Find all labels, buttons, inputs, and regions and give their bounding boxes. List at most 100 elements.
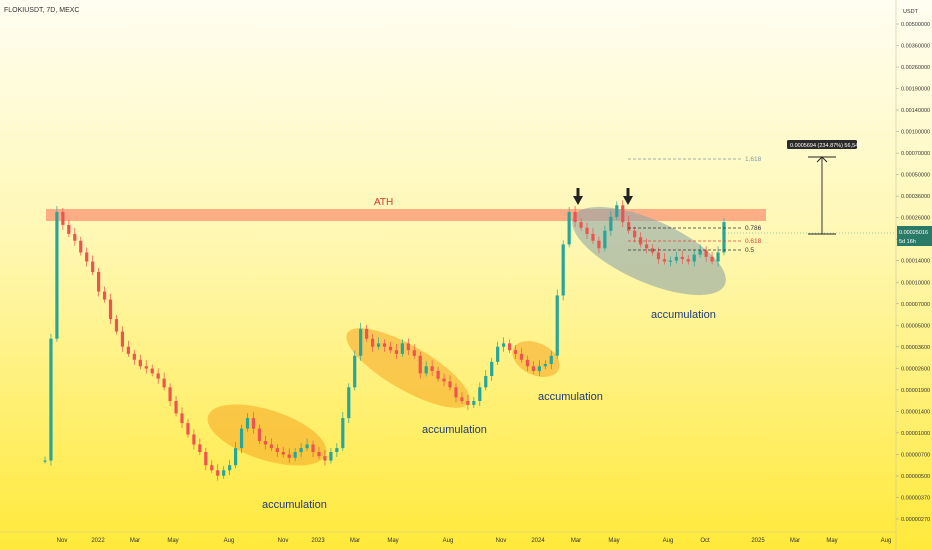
fib-levels[interactable]: 1.618 0.786 0.618 0.5: [628, 156, 762, 254]
candle-body: [67, 224, 71, 234]
time-tick-label: Aug: [881, 538, 892, 544]
candle-body: [305, 444, 309, 449]
candle-body: [293, 452, 297, 458]
price-tick-label: 0.00026000: [901, 216, 930, 222]
candle-body: [150, 368, 154, 374]
candle-body: [531, 366, 536, 371]
candle-body: [79, 240, 83, 253]
candle-body: [228, 465, 232, 471]
candle-body: [370, 338, 375, 347]
price-tick-label: 0.00000270: [901, 517, 930, 523]
candle-body: [102, 291, 107, 300]
candle-body: [275, 448, 279, 453]
candle-body: [496, 346, 500, 362]
time-tick-label: May: [608, 538, 619, 544]
candle-body: [138, 359, 142, 367]
candle-body: [633, 230, 637, 238]
candle-body: [603, 230, 607, 249]
price-tick-label: 0.00036000: [901, 194, 930, 200]
annotation-accumulation-4: accumulation: [651, 309, 716, 321]
candle-body: [126, 346, 130, 354]
down-arrow-icon-1: [573, 188, 583, 205]
price-tick-label: 0.00360000: [901, 44, 930, 50]
time-tick-label: Nov: [278, 538, 289, 544]
candle-body: [704, 250, 708, 257]
price-tick-label: 0.00001000: [901, 431, 930, 437]
time-tick-label: Mar: [790, 538, 800, 544]
last-price-tag[interactable]: 0.00025016 5d 16h: [897, 226, 932, 246]
candle-body: [424, 366, 428, 374]
candle-body: [698, 250, 702, 255]
candle-body: [650, 248, 655, 253]
candle-body: [281, 452, 285, 455]
chart-title: FLOKIUSDT, 7D, MEXC: [4, 7, 79, 14]
candle-body: [549, 355, 553, 365]
price-tick-label: 0.00000700: [901, 452, 930, 458]
time-tick-label: Aug: [443, 538, 454, 544]
time-tick-label: Aug: [663, 538, 674, 544]
candle-body: [484, 375, 488, 388]
price-tick-label: 0.00014000: [901, 259, 930, 265]
candle-body: [656, 252, 661, 260]
candle-body: [239, 428, 244, 449]
accumulation-zone-3: [512, 341, 560, 377]
time-axis[interactable]: Nov 2022 Mar May Aug Nov 2023 Mar May Aug Nov 2024 M…: [0, 531, 896, 544]
candle-body: [341, 418, 345, 449]
price-tick-label: 0.00007000: [901, 302, 930, 308]
price-tick-label: 0.00002600: [901, 366, 930, 372]
candle-body: [478, 387, 482, 401]
candle-body: [108, 299, 113, 320]
candle-body: [621, 205, 625, 223]
candle-body: [186, 423, 190, 435]
candle-body: [400, 343, 404, 354]
candle-body: [204, 452, 208, 466]
candle-body: [287, 454, 291, 458]
candle-body: [365, 328, 369, 339]
price-tick-label: 0.00010000: [901, 280, 930, 286]
price-axis-unit: USDT: [903, 9, 919, 15]
candle-body: [436, 370, 440, 379]
candles: [43, 200, 726, 481]
candle-body: [513, 350, 518, 354]
candle-body: [43, 460, 47, 462]
time-tick-label: 2023: [311, 538, 325, 544]
last-price-countdown: 5d 16h: [899, 239, 916, 245]
candle-body: [233, 448, 238, 466]
price-tick-label: 0.00190000: [901, 87, 930, 93]
candle-body: [210, 465, 214, 471]
accumulation-zone-1: [207, 404, 327, 466]
price-tick-label: 0.00260000: [901, 65, 930, 71]
candle-body: [359, 328, 363, 356]
candle-body: [311, 444, 315, 453]
candle-body: [168, 387, 172, 401]
price-tick-label: 0.00001400: [901, 409, 930, 415]
candle-body: [573, 212, 577, 223]
price-range-measure[interactable]: 0.0005694 (234.87%) 56,544: [787, 140, 861, 235]
candle-body: [222, 470, 226, 476]
candle-body: [162, 378, 166, 388]
candle-body: [73, 233, 77, 241]
measure-label-box: [787, 140, 857, 149]
price-tick-label: 0.00100000: [901, 130, 930, 136]
candle-body: [198, 444, 202, 453]
time-tick-label: 2024: [531, 538, 545, 544]
candle-body: [269, 444, 273, 449]
candle-body: [251, 418, 256, 429]
candle-body: [674, 256, 678, 261]
candle-body: [460, 397, 464, 401]
candle-body: [55, 212, 59, 339]
candle-body: [627, 222, 631, 231]
candle-body: [418, 355, 422, 374]
candle-body: [132, 353, 136, 360]
candle-body: [412, 350, 416, 356]
candle-body: [502, 343, 506, 347]
candle-body: [591, 233, 595, 241]
price-axis[interactable]: USDT 0.00500000 0.00360000 0.00260000 0.001…: [895, 0, 930, 550]
time-tick-label: 2025: [751, 538, 765, 544]
price-tick-label: 0.00500000: [901, 22, 930, 28]
down-arrow-icon-2: [623, 188, 633, 205]
time-tick-label: May: [387, 538, 398, 544]
time-tick-label: 2022: [91, 538, 105, 544]
time-tick-label: May: [826, 538, 837, 544]
